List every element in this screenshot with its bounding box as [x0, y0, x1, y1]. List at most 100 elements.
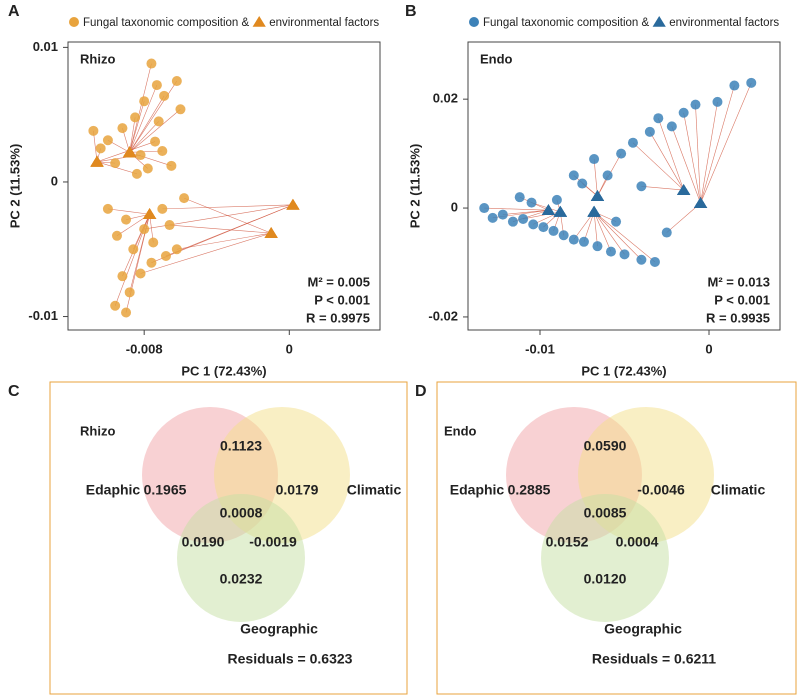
procrustes-link — [96, 161, 138, 175]
sample-point — [578, 236, 589, 247]
venn-value: 0.0190 — [182, 534, 225, 550]
sample-point — [551, 194, 562, 205]
sample-point — [166, 160, 177, 171]
sample-point — [729, 80, 740, 91]
procrustes-link — [93, 130, 98, 162]
sample-point — [712, 96, 723, 107]
x-axis-label: PC 1 (72.43%) — [581, 363, 666, 378]
procrustes-link — [502, 209, 549, 215]
sample-point — [661, 227, 672, 238]
sample-point — [171, 244, 182, 255]
annotation: P < 0.001 — [714, 292, 770, 307]
legend-label: Fungal taxonomic composition & — [83, 17, 250, 29]
sample-point — [102, 135, 113, 146]
sample-point — [487, 212, 498, 223]
factor-point — [587, 205, 601, 217]
venn-value: 0.1123 — [220, 438, 262, 454]
procrustes-link — [632, 142, 684, 191]
factor-point — [677, 184, 691, 195]
venn-frame — [436, 381, 797, 695]
procrustes-link — [96, 141, 156, 163]
procrustes-link — [129, 95, 165, 153]
y-tick-label: 0.01 — [33, 39, 58, 54]
procrustes-link — [593, 211, 656, 263]
y-tick-label: 0 — [51, 173, 58, 188]
factor-point — [264, 227, 278, 238]
sample-point — [479, 203, 490, 214]
annotation: P < 0.001 — [314, 292, 370, 307]
sample-point — [746, 77, 757, 88]
procrustes-link — [107, 208, 150, 215]
panel-label: A — [8, 3, 20, 20]
panel-title: Endo — [444, 423, 477, 438]
procrustes-link — [700, 85, 735, 204]
set-label: Geographic — [240, 621, 318, 637]
factor-point — [541, 204, 556, 216]
procrustes-link — [658, 118, 684, 191]
sample-point — [619, 249, 630, 260]
sample-point — [653, 113, 664, 124]
panel-label: D — [415, 383, 427, 400]
annotation: R = 0.9975 — [306, 310, 370, 325]
sample-point — [678, 107, 689, 118]
venn-value: 0.0152 — [546, 534, 589, 550]
venn-value: 0.0590 — [584, 438, 627, 454]
sample-point — [110, 158, 121, 169]
sample-point — [88, 125, 99, 136]
y-axis-label: PC 2 (11.53%) — [7, 144, 22, 229]
procrustes-link — [666, 202, 701, 233]
procrustes-link — [583, 211, 595, 242]
panel-title: Rhizo — [80, 423, 115, 438]
x-tick-label: 0 — [286, 341, 293, 356]
set-label: Climatic — [711, 482, 766, 498]
procrustes-link — [531, 202, 561, 213]
venn-circle — [541, 494, 669, 622]
sample-point — [690, 99, 701, 110]
sample-point — [148, 237, 159, 248]
sample-point — [150, 136, 161, 147]
sample-point — [627, 137, 638, 148]
venn-value: 0.0232 — [220, 571, 263, 587]
procrustes-link — [129, 150, 163, 153]
sample-point — [117, 271, 128, 282]
x-tick-label: -0.01 — [525, 341, 555, 356]
sample-point — [153, 116, 164, 127]
procrustes-link — [649, 131, 684, 191]
sample-point — [548, 225, 559, 236]
procrustes-link — [129, 84, 158, 153]
legend-label: Fungal taxonomic composition & — [483, 17, 650, 29]
annotation: M² = 0.005 — [307, 274, 370, 289]
venn-value: 0.1965 — [144, 482, 187, 498]
sample-point — [666, 121, 677, 132]
procrustes-link — [129, 63, 152, 153]
factor-point — [143, 208, 157, 220]
sample-point — [175, 104, 186, 115]
sample-point — [130, 112, 141, 123]
panel-title: Endo — [480, 51, 513, 66]
sample-point — [636, 181, 647, 192]
x-tick-label: -0.008 — [126, 341, 163, 356]
sample-point — [135, 268, 146, 279]
panel-title: Rhizo — [80, 51, 115, 66]
procrustes-link — [176, 232, 272, 250]
factor-point — [90, 155, 104, 167]
venn-value: -0.0019 — [249, 534, 297, 550]
set-label: Edaphic — [450, 482, 505, 498]
annotation: M² = 0.013 — [707, 274, 770, 289]
y-tick-label: -0.01 — [28, 308, 58, 323]
sample-point — [528, 219, 539, 230]
legend-label: environmental factors — [669, 17, 779, 29]
sample-point — [160, 250, 171, 261]
x-tick-label: 0 — [705, 341, 712, 356]
legend-marker — [252, 16, 266, 27]
factor-point — [553, 205, 567, 217]
procrustes-link — [183, 197, 272, 234]
annotation: R = 0.9935 — [706, 310, 770, 325]
factor-point — [693, 197, 708, 208]
procrustes-link — [129, 121, 159, 153]
sample-point — [636, 254, 647, 265]
venn-value: 0.0004 — [616, 534, 659, 550]
venn-value: 0.0120 — [584, 571, 627, 587]
legend-marker — [469, 17, 479, 27]
